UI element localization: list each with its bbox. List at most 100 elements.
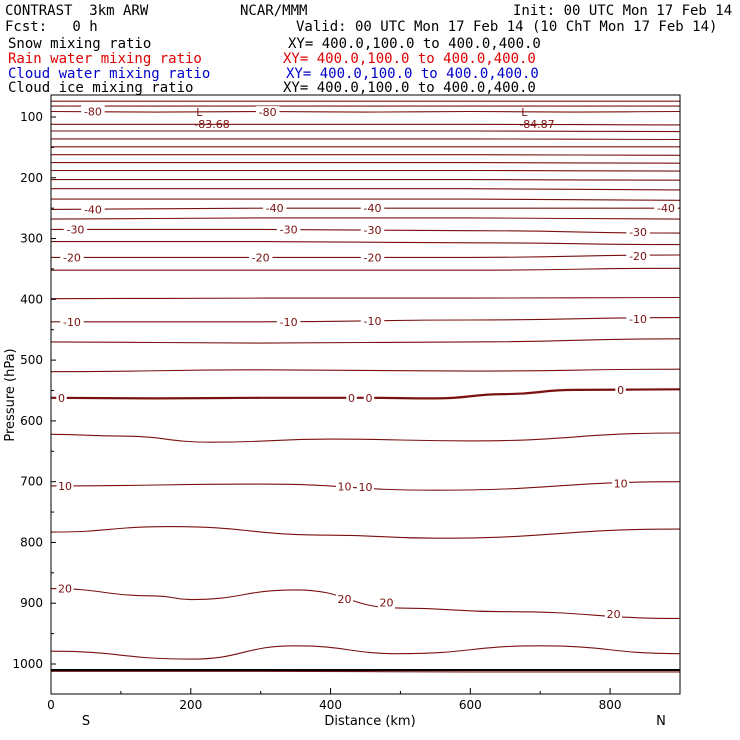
y-tick-label: 700: [20, 475, 43, 489]
contour-line: [51, 138, 681, 141]
contour-label: 20: [379, 597, 393, 610]
contour-label: -10: [280, 316, 298, 329]
contour-label: -20: [629, 250, 647, 263]
contour-label-bg: [346, 391, 357, 404]
x-tick-label: 0: [47, 698, 55, 712]
x-axis-end-right: N: [656, 714, 666, 729]
contour-label: 0: [365, 392, 372, 405]
field-xy-snow: XY= 400.0,100.0 to 400.0,400.0: [288, 36, 541, 52]
init-label: Init: 00 UTC Mon 17 Feb 14: [513, 3, 733, 19]
contour-line: [50, 154, 681, 156]
contour-label-bg: [262, 202, 287, 215]
contour-line: [50, 241, 681, 246]
contour-label-bg: [63, 223, 88, 236]
contour-label: -80: [259, 106, 277, 119]
contour-line: [50, 645, 681, 660]
x-tick-label: 200: [179, 698, 202, 712]
contour-label-bg: [363, 391, 375, 404]
contour-line: [51, 179, 681, 181]
x-tick-label: 400: [319, 698, 342, 712]
contour-label-bg: [626, 225, 650, 238]
x-axis-ticks: 0 200 400 600 800: [47, 688, 622, 712]
field-name-rain: Rain water mixing ratio: [8, 51, 202, 67]
contour-label-bg: [336, 480, 354, 493]
contour-label: -40: [364, 202, 382, 215]
contour-label: 10: [338, 481, 352, 494]
contour-line: [51, 162, 681, 164]
contour-label-bg: [248, 251, 273, 264]
contour-label: 20: [58, 583, 72, 596]
contour-label: -30: [629, 226, 647, 239]
contour-label: 0: [348, 392, 355, 405]
x-tick-label: 800: [599, 698, 622, 712]
contour-line: [51, 123, 681, 126]
low-marker-letter: L: [196, 106, 203, 119]
contour-label: -30: [364, 224, 382, 237]
contour-label-bg: [81, 105, 105, 118]
contour-label-bg: [60, 251, 84, 264]
low-marker-letter: L: [521, 106, 528, 119]
contour-line: [51, 130, 681, 133]
contour-line: [51, 267, 681, 271]
contour-label: -10: [63, 316, 81, 329]
contour-label-bg: [276, 315, 301, 328]
contour-label-bg: [377, 596, 395, 609]
contour-label: -20: [364, 251, 382, 264]
contour-label-bg: [56, 479, 74, 492]
contour-label: 10: [58, 480, 72, 493]
contour-label-bg: [60, 315, 84, 328]
contour-label-bg: [276, 223, 301, 236]
org-label: NCAR/MMM: [240, 3, 308, 19]
contour-label-bg: [612, 477, 630, 490]
contour-line: [50, 368, 681, 373]
contour-line: [50, 217, 681, 220]
contour-label: -30: [280, 223, 298, 236]
contour-line: [50, 169, 681, 172]
low-marker-value: -84.87: [519, 118, 554, 131]
contour-label: -40: [84, 203, 102, 216]
low-markers: L-83.68L-84.87: [194, 106, 554, 131]
contour-label: 10: [359, 481, 373, 494]
field-xy-cloud-water: XY= 400.0,100.0 to 400.0,400.0: [286, 66, 539, 82]
field-name-cloud-ice: Cloud ice mixing ratio: [8, 80, 194, 96]
contour-label: 20: [607, 608, 621, 621]
y-tick-label: 100: [20, 110, 43, 124]
contour-line: [50, 432, 681, 443]
field-xy-rain: XY= 400.0,100.0 to 400.0,400.0: [283, 51, 536, 67]
contour-label: -30: [66, 223, 84, 236]
contour-label-bg: [360, 224, 385, 237]
contour-label-bg: [360, 251, 385, 264]
field-xy-cloud-ice: XY= 400.0,100.0 to 400.0,400.0: [283, 80, 536, 96]
y-tick-label: 900: [20, 596, 43, 610]
contour-label: 20: [338, 593, 352, 606]
contour-line: [50, 296, 681, 300]
contour-label-bg: [56, 391, 67, 404]
y-tick-label: 1000: [12, 657, 43, 671]
y-tick-label: 400: [20, 292, 43, 306]
contour-line--80: [50, 110, 681, 113]
x-axis-end-left: S: [82, 714, 90, 729]
y-axis-title: Pressure (hPa): [3, 348, 18, 441]
contour-label: 0: [617, 384, 624, 397]
contour-label-bg: [360, 202, 385, 215]
y-tick-label: 800: [20, 535, 43, 549]
contour-label: -10: [364, 315, 382, 328]
contour-label: 10: [614, 477, 628, 490]
contour-line: [51, 188, 681, 191]
contour-line: [50, 526, 681, 539]
fcst-label: Fcst: 0 h: [5, 19, 98, 35]
low-marker-value: -83.68: [194, 118, 229, 131]
contour-line-0: [50, 388, 681, 400]
contour-label: -80: [84, 106, 102, 119]
contour-label-bg: [81, 203, 105, 216]
contour-label: -40: [657, 202, 675, 215]
model-title: CONTRAST 3km ARW: [5, 3, 149, 19]
contour-line: [51, 670, 680, 673]
contour-labels: -80 -80-40 -40 -40 -40-30 -30 -30 -30-20 -20 -20-…: [56, 105, 678, 621]
y-tick-label: 200: [20, 171, 43, 185]
field-name-snow: Snow mixing ratio: [8, 36, 152, 52]
y-tick-label: 600: [20, 414, 43, 428]
valid-label: Valid: 00 UTC Mon 17 Feb 14 (10 ChT Mon …: [296, 19, 718, 35]
contour-label-bg: [56, 582, 74, 595]
